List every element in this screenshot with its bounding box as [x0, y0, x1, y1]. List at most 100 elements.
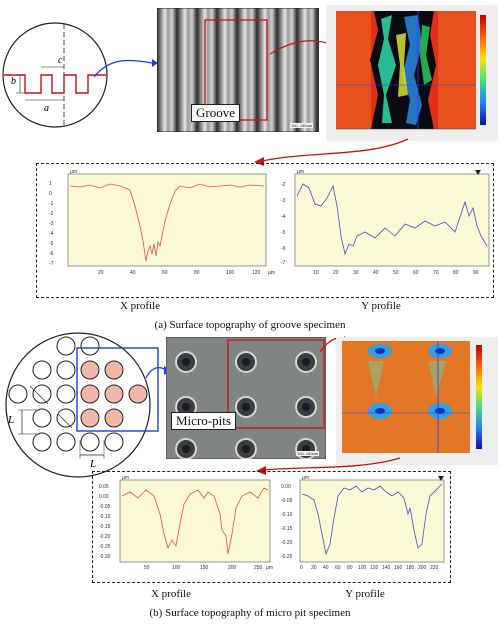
bottom-y-unit: µm — [302, 475, 309, 481]
xtick: 100 — [226, 270, 235, 276]
xtick: 200 — [418, 565, 427, 571]
pit-circle — [32, 408, 52, 428]
groove-schematic — [2, 22, 108, 128]
ytick: -0.20 — [99, 534, 111, 540]
pit-circle — [128, 384, 148, 404]
xtick: 140 — [382, 565, 391, 571]
xtick: 40 — [373, 270, 379, 276]
pit-circle — [56, 360, 76, 380]
marker-icon — [438, 476, 444, 481]
pits-micrograph — [166, 337, 326, 459]
bottom-x-profile-plot: µm 0.05 0.00 -0.05 -0.10 -0.15 -0.20 -0.… — [99, 475, 273, 571]
ytick: -0.10 — [99, 514, 111, 520]
ytick: -0.25 — [281, 554, 293, 560]
pit-circle — [8, 384, 28, 404]
pit-circle — [80, 336, 100, 356]
ytick: -7 — [281, 260, 286, 266]
xtick: 10 — [313, 270, 319, 276]
pits-heatmap — [336, 337, 498, 465]
ytick: -4 — [49, 231, 54, 237]
xtick: 80 — [194, 270, 200, 276]
ytick: -6 — [49, 251, 54, 257]
ytick: 0.00 — [99, 494, 109, 500]
pit-circle — [80, 408, 100, 428]
xtick: 100 — [172, 565, 181, 571]
top-x-unit: µm — [70, 169, 77, 175]
bottom-x-unit: µm — [122, 475, 129, 481]
xtick: 80 — [347, 565, 353, 571]
arrow-schematic-to-micrograph — [93, 59, 158, 78]
pit-circle — [104, 360, 124, 380]
xtick: 0 — [300, 565, 303, 571]
pit-circle — [56, 432, 76, 452]
arrow-pits-heatmap-to-profiles — [256, 457, 401, 475]
xtick: 60 — [162, 270, 168, 276]
micrograph-label-groove: Groove — [191, 104, 240, 122]
pit-circle — [80, 360, 100, 380]
dim-label-c: c — [58, 55, 63, 66]
marker-icon — [475, 170, 481, 175]
ytick: -0.05 — [99, 504, 111, 510]
xtick: 200 — [228, 565, 237, 571]
ytick: -0.15 — [99, 524, 111, 530]
ytick: -2 — [49, 211, 54, 217]
groove-heatmap — [326, 5, 498, 141]
dim-label-a: a — [44, 103, 49, 114]
pit-hole-center — [182, 403, 190, 411]
micrograph-scale-groove: 100, 150um — [290, 123, 314, 128]
xtick: 50 — [393, 270, 399, 276]
dim-label-L-horizontal: L — [90, 458, 97, 470]
top-y-caption: Y profile — [361, 300, 401, 312]
xtick: 90 — [473, 270, 479, 276]
bottom-y-caption: Y profile — [345, 588, 385, 600]
ytick: -2 — [281, 182, 286, 188]
xtick: 100 — [358, 565, 367, 571]
xtick: 120 — [252, 270, 261, 276]
ytick: -0.25 — [99, 544, 111, 550]
ytick: 0.00 — [281, 484, 291, 490]
dim-label-L-vertical: L — [8, 414, 15, 426]
micrograph-scale-pits: 100, 150um — [296, 451, 320, 456]
pit-circle — [80, 432, 100, 452]
xtick: 220 — [430, 565, 439, 571]
bottom-x-caption: X profile — [150, 588, 191, 600]
pit-hole-center — [242, 403, 250, 411]
xtick: 20 — [333, 270, 339, 276]
pit-hole-center — [242, 445, 250, 453]
xtick: 40 — [130, 270, 136, 276]
ytick: 1 — [49, 181, 52, 187]
xtick: 80 — [453, 270, 459, 276]
xtick: 60 — [413, 270, 419, 276]
top-profiles-panel — [36, 163, 494, 298]
x-unit: µm — [268, 270, 275, 276]
top-y-unit: µm — [297, 169, 304, 175]
pit-circle — [80, 384, 100, 404]
xtick: 20 — [311, 565, 317, 571]
bottom-section-caption: (b) Surface topography of micro pit spec… — [149, 607, 351, 619]
pit-hole-center — [302, 358, 310, 366]
bottom-x-profile-line — [121, 487, 269, 555]
top-y-profile-line — [296, 183, 488, 256]
top-x-profile-line — [69, 183, 265, 262]
ytick: -3 — [281, 198, 286, 204]
pit-hole-center — [182, 445, 190, 453]
xtick: 180 — [406, 565, 415, 571]
pit-circle — [56, 336, 76, 356]
pit-hole-center — [302, 403, 310, 411]
top-x-profile-plot: µm 1 0 -1 -2 -3 -4 -5 -6 -7 20 40 60 80 … — [49, 169, 275, 276]
pit-circle — [104, 432, 124, 452]
pit-hole-center — [242, 358, 250, 366]
ytick: -1 — [49, 201, 54, 207]
bottom-y-profile-line — [301, 483, 443, 556]
ytick: -3 — [49, 221, 54, 227]
ytick: -5 — [49, 241, 54, 247]
dim-label-b: b — [11, 76, 16, 87]
top-x-caption: X profile — [119, 300, 160, 312]
xtick: 30 — [353, 270, 359, 276]
pit-circle — [56, 408, 76, 428]
ytick: -7 — [49, 261, 54, 267]
micrograph-label-pits: Micro-pits — [171, 412, 236, 430]
pit-hole-center — [182, 358, 190, 366]
top-y-profile-plot: µm -2 -3 -4 -5 -6 -7 10 20 30 40 50 60 7… — [281, 169, 490, 276]
xtick: 50 — [144, 565, 150, 571]
